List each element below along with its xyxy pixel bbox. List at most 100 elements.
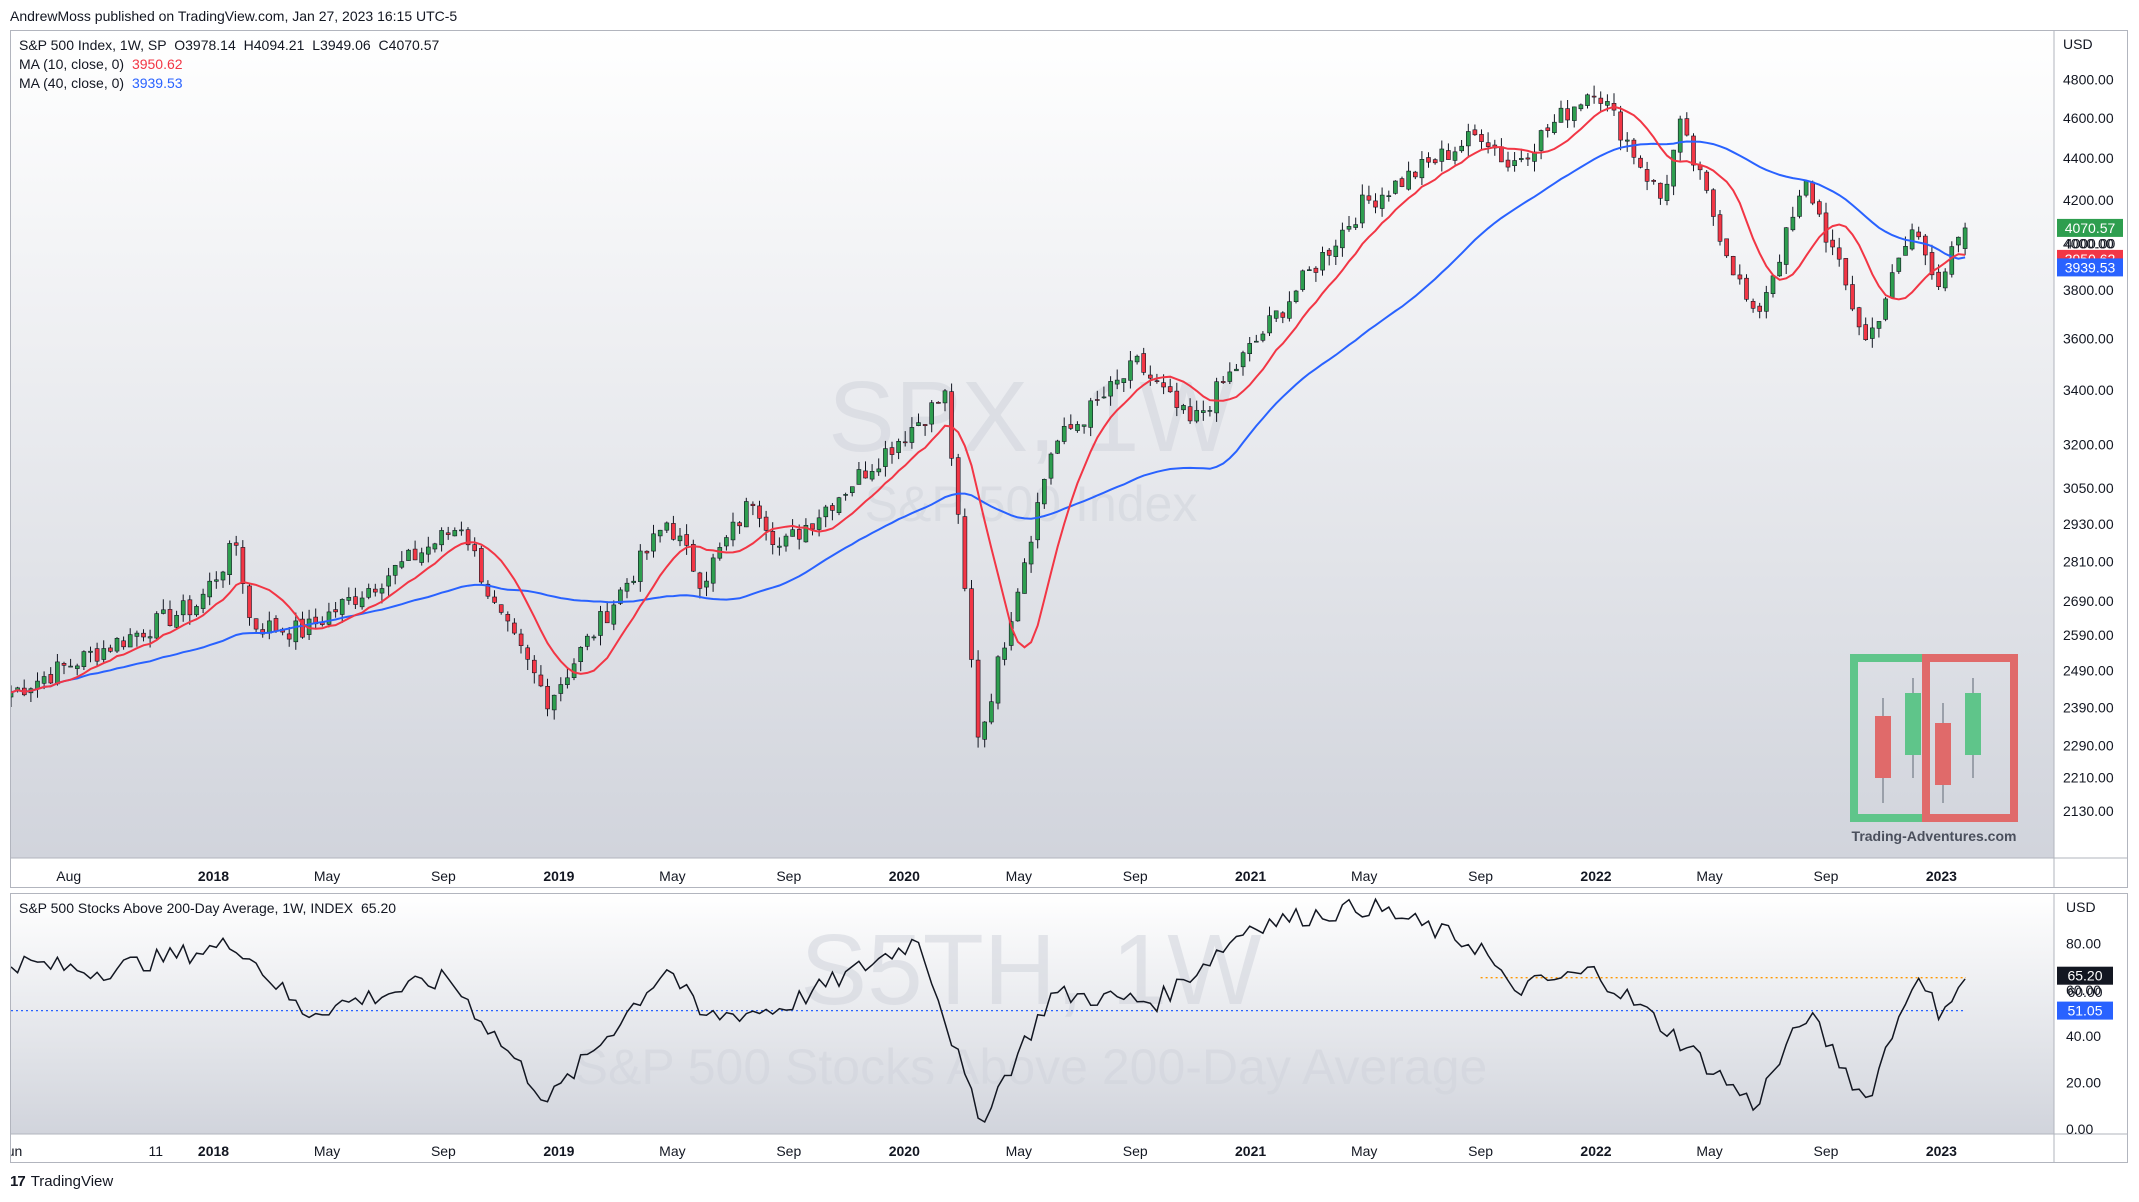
- price-tick-label: 4800.00: [2063, 72, 2114, 88]
- price-badge-text: 3939.53: [2065, 259, 2116, 275]
- candle-body: [1267, 315, 1272, 334]
- price-chart-svg[interactable]: SPX, 1W S&P 500 Index USD 4800.00 4600.00…: [11, 31, 2128, 888]
- candle-body: [896, 440, 901, 453]
- candle-body: [1817, 201, 1822, 215]
- candle-body: [1247, 343, 1252, 354]
- candle-body: [1836, 247, 1842, 260]
- breadth-time-axis[interactable]: Jun 11 2018 May Sep 2019 May Sep 2020 May Sep 2021 M…: [11, 1143, 1957, 1159]
- candle-body: [1956, 236, 1961, 246]
- candle-body: [240, 547, 246, 585]
- candle-body: [379, 588, 385, 594]
- candle-body: [777, 545, 782, 548]
- legend-low: L3949.06: [312, 37, 371, 53]
- candle-body: [1386, 195, 1392, 197]
- footer[interactable]: 17 TradingView: [10, 1173, 113, 1190]
- candle-body: [677, 535, 683, 542]
- ma10-value: 3950.62: [131, 56, 183, 72]
- legend-close: C4070.57: [378, 37, 440, 53]
- candle-body: [876, 468, 882, 473]
- breadth-plot-layer: [11, 897, 1966, 1124]
- candle-body: [1704, 171, 1709, 191]
- candle-body: [1406, 170, 1411, 190]
- legend-open: O3978.14: [174, 37, 236, 53]
- candle-body: [690, 543, 696, 572]
- candle-body: [478, 548, 484, 583]
- candle-body: [174, 614, 179, 628]
- price-axis[interactable]: 4800.00 4600.00 4400.00 4200.00 4000.00 3800.…: [2063, 72, 2114, 819]
- price-badge-text: 4000.00: [2065, 236, 2116, 252]
- candle-body: [121, 640, 126, 648]
- candle-body: [790, 529, 795, 537]
- price-tick-label: 3200.00: [2063, 437, 2114, 453]
- candle-body: [598, 611, 603, 636]
- price-tick-label: 2810.00: [2063, 554, 2114, 570]
- candle-body: [293, 620, 299, 643]
- legend-high: H4094.21: [243, 37, 305, 53]
- breadth-panel[interactable]: S5TH, 1W S&P 500 Stocks Above 200-Day Av…: [10, 893, 2128, 1163]
- candle-body: [770, 530, 776, 545]
- candle-body: [849, 486, 855, 494]
- candle-body: [1240, 352, 1246, 368]
- candle-body: [830, 505, 835, 511]
- ma40-value: 3939.53: [131, 75, 183, 91]
- candle-body: [1479, 134, 1484, 142]
- candle-body: [1724, 238, 1729, 257]
- candle-body: [671, 523, 676, 540]
- breadth-watermark-symbol: S5TH, 1W: [800, 914, 1262, 1026]
- price-tick-label: 2690.00: [2063, 593, 2114, 609]
- candle-body: [1512, 160, 1517, 166]
- candle-body: [134, 632, 140, 637]
- candle-body: [1651, 180, 1656, 182]
- candle-body: [465, 529, 471, 546]
- candle-body: [260, 629, 265, 635]
- candle-body: [1326, 249, 1332, 256]
- candle-body: [366, 588, 372, 598]
- breadth-value-axis[interactable]: 80.00 60.00 40.00 20.00 0.00: [2066, 935, 2101, 1137]
- logo-candle-4: [1965, 693, 1981, 755]
- time-axis[interactable]: Aug 2018 May Sep 2019 May Sep 2020 May Sep 2021 May…: [56, 868, 1957, 884]
- candle-body: [1088, 400, 1093, 428]
- candle-body: [1717, 214, 1723, 242]
- price-tick-label: 4200.00: [2063, 192, 2114, 208]
- breadth-legend[interactable]: S&P 500 Stocks Above 200-Day Average, 1W…: [19, 900, 396, 916]
- price-tick-label: 4000.00: [2063, 236, 2114, 252]
- breadth-time-tick-label: 2022: [1580, 1143, 1611, 1159]
- candle-body: [1419, 159, 1425, 179]
- candle-body: [1711, 189, 1716, 217]
- logo-candle-3: [1935, 723, 1951, 785]
- breadth-line: [11, 897, 1966, 1124]
- candle-body: [969, 588, 974, 660]
- time-tick-label: 2020: [889, 868, 920, 884]
- candle-body: [743, 501, 749, 528]
- candle-body: [962, 516, 968, 589]
- legend-ma10[interactable]: MA (10, close, 0) 3950.62: [19, 56, 183, 72]
- breadth-chart-svg[interactable]: S5TH, 1W S&P 500 Stocks Above 200-Day Av…: [11, 894, 2128, 1163]
- candle-body: [1737, 274, 1743, 280]
- time-tick-label: May: [659, 868, 685, 884]
- candle-body: [300, 618, 305, 638]
- candle-body: [1909, 229, 1915, 250]
- breadth-badge-text: 51.05: [2067, 1003, 2102, 1019]
- candle-body: [936, 401, 941, 404]
- price-panel[interactable]: SPX, 1W S&P 500 Index USD 4800.00 4600.00…: [10, 30, 2128, 888]
- time-tick-label: Sep: [431, 868, 456, 884]
- time-tick-label: 2022: [1580, 868, 1611, 884]
- price-tick-label: 2930.00: [2063, 516, 2114, 532]
- candle-body: [1035, 502, 1040, 541]
- candle-body: [154, 613, 159, 639]
- breadth-time-tick-label: 2023: [1926, 1143, 1957, 1159]
- candle-body: [942, 390, 948, 404]
- candle-body: [194, 606, 199, 616]
- logo-candle-1: [1875, 716, 1891, 778]
- candle-body: [922, 424, 928, 426]
- ma10-line: [11, 105, 1966, 694]
- breadth-tick-label: 0.00: [2066, 1121, 2093, 1137]
- candle-body: [763, 516, 769, 531]
- candle-body: [1631, 139, 1637, 158]
- time-tick-label: 2023: [1926, 868, 1957, 884]
- candle-body: [1121, 378, 1127, 384]
- candle-body: [1446, 150, 1451, 160]
- legend-main[interactable]: S&P 500 Index, 1W, SP O3978.14 H4094.21 …: [19, 37, 439, 53]
- legend-ma40[interactable]: MA (40, close, 0) 3939.53: [19, 75, 183, 91]
- candle-body: [1896, 257, 1902, 272]
